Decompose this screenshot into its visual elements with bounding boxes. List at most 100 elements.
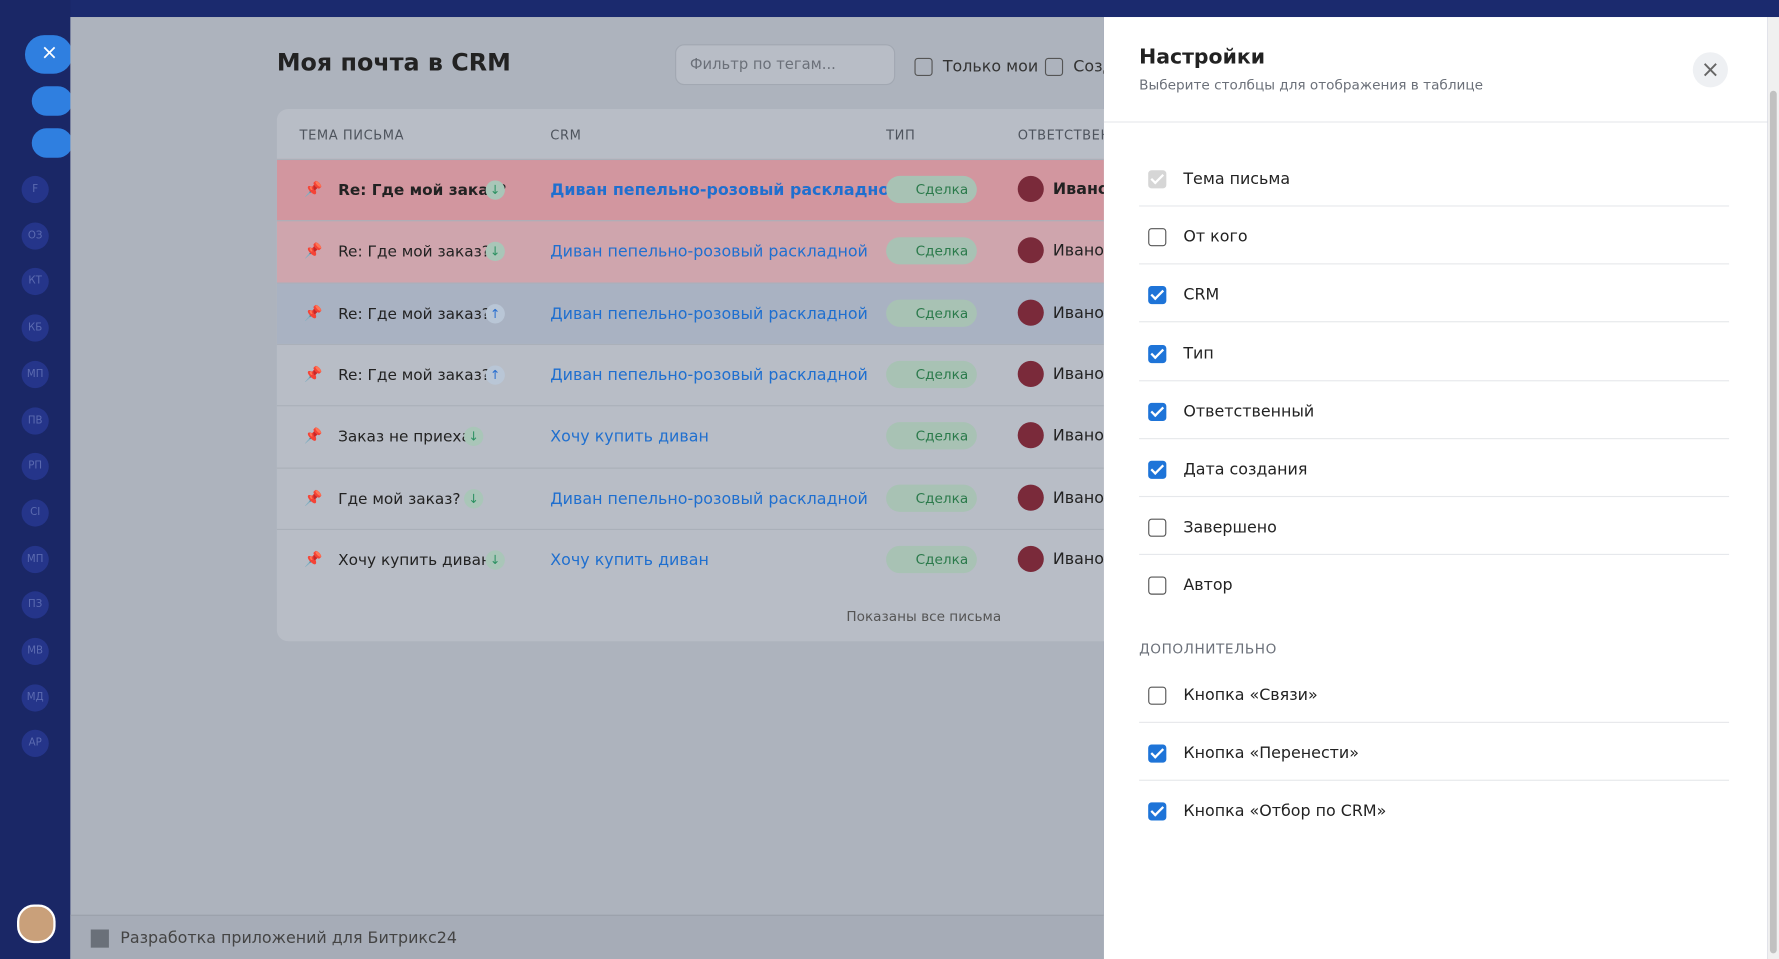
divider bbox=[1139, 721, 1730, 723]
avatar bbox=[1017, 237, 1044, 264]
only-mine-checkbox[interactable] bbox=[914, 57, 933, 77]
table-row[interactable]: 📌 Re: Где мой заказ? ↓ Диван пепельно-розов… bbox=[276, 220, 1104, 283]
open-button[interactable] bbox=[31, 128, 73, 158]
direction-icon: ↑ bbox=[485, 303, 505, 323]
sidebar-item[interactable]: ПЗ bbox=[21, 591, 49, 619]
bitrix-icon bbox=[90, 929, 109, 948]
divider bbox=[1103, 121, 1768, 123]
created-label: Созд bbox=[1073, 57, 1114, 77]
column-label: Тема письма bbox=[1183, 170, 1291, 189]
sidebar-item[interactable]: ОЗ bbox=[21, 222, 49, 250]
crm-link[interactable]: Хочу купить диван bbox=[550, 428, 709, 447]
table-row[interactable]: 📌 Где мой заказ? ↓ Диван пепельно-розовый р… bbox=[276, 467, 1104, 530]
pin-icon[interactable]: 📌 bbox=[304, 489, 323, 507]
title: Моя почта в CRM bbox=[276, 48, 511, 77]
column-label[interactable]: Тип bbox=[1183, 344, 1214, 363]
sidebar-item[interactable]: КТ bbox=[21, 268, 49, 296]
pin-icon[interactable]: 📌 bbox=[304, 428, 323, 446]
column-label[interactable]: Кнопка «Отбор по CRM» bbox=[1183, 802, 1387, 821]
column-checkbox[interactable] bbox=[1148, 576, 1167, 596]
column-checkbox[interactable] bbox=[1148, 686, 1167, 705]
subject[interactable]: Re: Где мой заказ? bbox=[338, 243, 490, 262]
settings-panel: Настройки Выберите столбцы для отображен… bbox=[1103, 17, 1768, 959]
crm-link[interactable]: Диван пепельно-розовый раскладной bbox=[550, 304, 868, 323]
pin-icon[interactable]: 📌 bbox=[304, 366, 323, 384]
subject[interactable]: Re: Где мой заказ? bbox=[338, 181, 507, 200]
section-title: ДОПОЛНИТЕЛЬНО bbox=[1139, 641, 1277, 658]
placeholder: Фильтр по тегам... bbox=[689, 56, 836, 74]
divider bbox=[1139, 437, 1730, 439]
created-checkbox[interactable] bbox=[1044, 57, 1064, 77]
sidebar-item[interactable]: F bbox=[21, 175, 49, 204]
table: ТЕМА ПИСЬМА CRM ТИП ОТВЕТСТВЕН 📌 Re: Где мой … bbox=[276, 108, 1104, 642]
crm-link[interactable]: Диван пепельно-розовый раскладной bbox=[550, 489, 868, 508]
subject[interactable]: Re: Где мой заказ? bbox=[338, 304, 490, 323]
subject[interactable]: Хочу купить диван bbox=[338, 551, 492, 570]
table-row[interactable]: 📌 Re: Где мой заказ? ↑ Диван пепельно-розов… bbox=[276, 282, 1104, 345]
close-button[interactable]: × bbox=[1692, 52, 1728, 88]
column-label[interactable]: От кого bbox=[1183, 228, 1248, 247]
column-checkbox[interactable] bbox=[1148, 344, 1167, 363]
column-label[interactable]: Ответственный bbox=[1183, 402, 1315, 421]
column-label[interactable]: Дата создания bbox=[1183, 460, 1308, 479]
sidebar-item[interactable]: РП bbox=[21, 453, 49, 481]
avatar[interactable] bbox=[17, 904, 56, 944]
avatar bbox=[1017, 360, 1044, 387]
column-checkbox[interactable] bbox=[1148, 460, 1167, 479]
column-checkbox[interactable] bbox=[1148, 744, 1167, 763]
responsible: Иванов bbox=[1052, 488, 1104, 507]
crm-link[interactable]: Диван пепельно-розовый раскладной bbox=[550, 243, 868, 262]
table-row[interactable]: 📌 Заказ не приехал ↓ Хочу купить диван Сделк… bbox=[276, 405, 1104, 468]
column-label[interactable]: Автор bbox=[1183, 576, 1233, 596]
pin-icon[interactable]: 📌 bbox=[304, 304, 323, 322]
column-checkbox[interactable] bbox=[1148, 228, 1167, 247]
divider bbox=[1139, 554, 1730, 556]
table-row[interactable]: 📌 Хочу купить диван ↓ Хочу купить диван Сдел… bbox=[276, 528, 1104, 592]
subject[interactable]: Re: Где мой заказ? bbox=[338, 366, 490, 385]
crm-link[interactable]: Диван пепельно-розовый раскладной bbox=[550, 366, 868, 385]
sidebar-item[interactable]: ПВ bbox=[21, 406, 49, 435]
direction-icon: ↓ bbox=[485, 242, 505, 262]
sidebar-item[interactable]: КБ bbox=[21, 314, 49, 342]
column-label[interactable]: Кнопка «Связи» bbox=[1183, 686, 1318, 705]
settings-title: Настройки bbox=[1139, 45, 1266, 70]
avatar bbox=[1017, 545, 1044, 572]
scrollbar bbox=[1767, 17, 1779, 959]
link-button[interactable] bbox=[31, 86, 73, 116]
close-slider[interactable]: × bbox=[24, 35, 73, 74]
subject[interactable]: Где мой заказ? bbox=[338, 489, 461, 508]
column-checkbox[interactable] bbox=[1148, 402, 1167, 421]
column-header: ТИП bbox=[886, 127, 916, 143]
crm-link[interactable]: Хочу купить диван bbox=[550, 551, 709, 570]
column-checkbox bbox=[1148, 170, 1167, 189]
sidebar-item[interactable]: СI bbox=[21, 499, 49, 527]
tag-filter[interactable]: Фильтр по тегам... bbox=[675, 44, 896, 86]
pin-icon[interactable]: 📌 bbox=[304, 181, 323, 199]
responsible: Иванов bbox=[1052, 303, 1104, 322]
pin-icon[interactable]: 📌 bbox=[304, 551, 323, 569]
sidebar-item[interactable]: МП bbox=[21, 545, 49, 573]
settings-subtitle: Выберите столбцы для отображения в табли… bbox=[1139, 77, 1484, 94]
crm-link[interactable]: Диван пепельно-розовый раскладной bbox=[550, 181, 901, 200]
column-checkbox[interactable] bbox=[1148, 518, 1167, 538]
subject[interactable]: Заказ не приехал bbox=[338, 428, 481, 447]
sidebar-item[interactable]: МД bbox=[21, 683, 49, 712]
column-label[interactable]: CRM bbox=[1183, 286, 1220, 305]
table-row[interactable]: 📌 Re: Где мой заказ? ↓ Диван пепельно-розов… bbox=[276, 158, 1104, 222]
type-badge: Сделка bbox=[886, 299, 978, 327]
column-label[interactable]: Кнопка «Перенести» bbox=[1183, 744, 1359, 763]
column-checkbox[interactable] bbox=[1148, 286, 1167, 305]
pin-icon[interactable]: 📌 bbox=[304, 243, 323, 261]
sidebar-item[interactable]: АР bbox=[21, 730, 49, 758]
sidebar-item[interactable]: МП bbox=[21, 360, 49, 388]
table-row[interactable]: 📌 Re: Где мой заказ? ↑ Диван пепельно-розов… bbox=[276, 343, 1104, 407]
scroll-thumb[interactable] bbox=[1769, 90, 1777, 954]
sidebar-item[interactable]: МВ bbox=[21, 637, 49, 666]
column-header: CRM bbox=[550, 127, 582, 143]
responsible: Иванов bbox=[1052, 550, 1104, 569]
column-checkbox[interactable] bbox=[1148, 802, 1167, 821]
divider bbox=[1139, 263, 1730, 265]
responsible: Иванов bbox=[1052, 426, 1104, 446]
column-label[interactable]: Завершено bbox=[1183, 518, 1277, 538]
main-area: Моя почта в CRM Фильтр по тегам... Тольк… bbox=[70, 17, 1114, 959]
